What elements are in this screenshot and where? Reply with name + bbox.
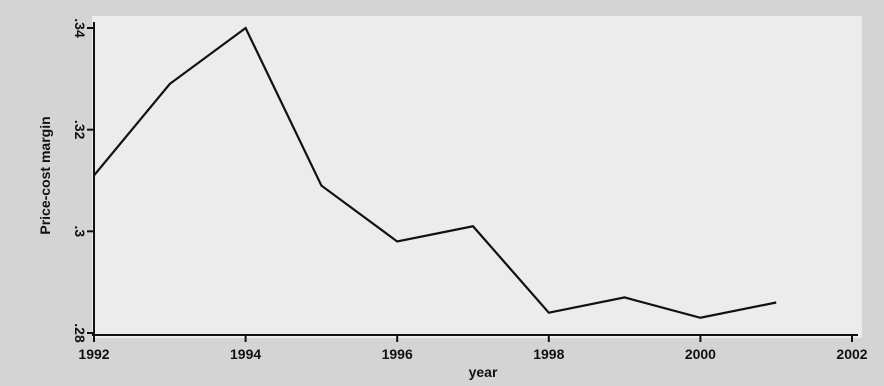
y-tick-label: .34 <box>72 18 88 38</box>
y-tick-label: .32 <box>72 120 88 140</box>
y-ticks: .28 .3 .32 .34 <box>72 18 94 343</box>
y-tick-label: .3 <box>72 225 88 237</box>
plot-area <box>92 16 862 338</box>
y-tick-label: .28 <box>72 323 88 343</box>
series-line <box>93 26 777 319</box>
x-tick-label: 1996 <box>382 346 413 362</box>
axes <box>92 22 858 336</box>
x-tick-label: 2002 <box>836 346 867 362</box>
x-tick-label: 1994 <box>230 346 261 362</box>
x-tick-label: 2000 <box>685 346 716 362</box>
series-layer <box>93 26 777 319</box>
x-tick-label: 1992 <box>78 346 109 362</box>
x-axis-title: year <box>469 364 498 380</box>
x-tick-label: 1998 <box>533 346 564 362</box>
y-axis-title: Price-cost margin <box>37 116 53 234</box>
x-ticks: 1992 1994 1996 1998 2000 2002 <box>78 335 868 362</box>
